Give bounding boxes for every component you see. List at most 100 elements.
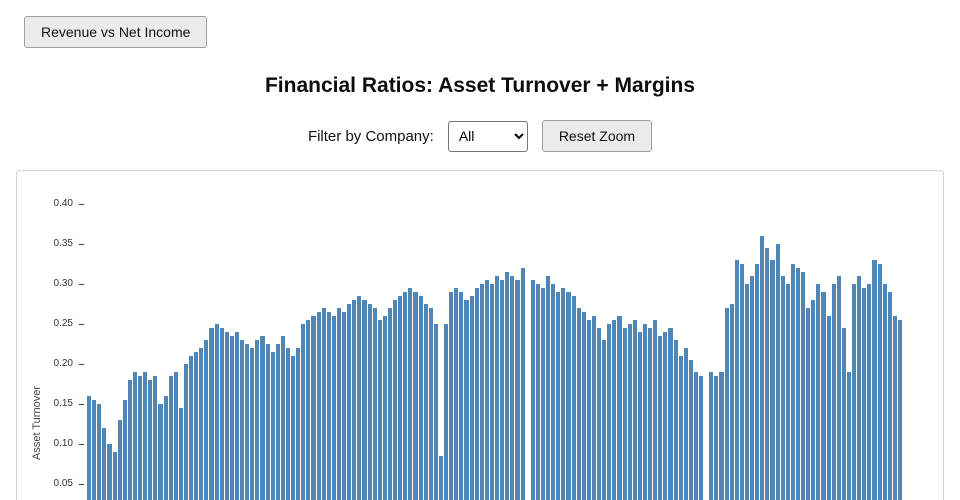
chart-panel: Asset Turnover 0.40 0.35 0.30 0.25 0.20 0.15 0… bbox=[16, 170, 944, 500]
bar bbox=[444, 324, 449, 500]
bar bbox=[132, 372, 138, 500]
bar bbox=[178, 408, 183, 500]
bar bbox=[428, 308, 433, 500]
bar bbox=[87, 396, 92, 500]
bar bbox=[291, 356, 296, 500]
bar bbox=[632, 320, 637, 500]
bar bbox=[877, 264, 882, 500]
bar bbox=[459, 292, 464, 500]
bar bbox=[260, 336, 265, 500]
bar bbox=[245, 344, 250, 500]
y-tick-mark bbox=[79, 204, 84, 205]
topbar: Revenue vs Net Income bbox=[0, 0, 960, 48]
bar bbox=[811, 300, 816, 500]
bar bbox=[199, 348, 204, 500]
page-title: Financial Ratios: Asset Turnover + Margi… bbox=[264, 74, 696, 97]
bar bbox=[495, 276, 500, 500]
bar bbox=[806, 308, 811, 500]
bar bbox=[393, 300, 398, 500]
bar bbox=[362, 300, 367, 500]
bar bbox=[546, 276, 551, 500]
bar bbox=[566, 292, 571, 500]
bar bbox=[816, 284, 821, 500]
bar bbox=[255, 340, 260, 500]
bar bbox=[591, 316, 597, 500]
bar bbox=[678, 356, 683, 500]
bar bbox=[668, 328, 673, 500]
bar bbox=[433, 324, 438, 500]
bar bbox=[734, 260, 739, 500]
bar bbox=[653, 320, 658, 500]
bar bbox=[296, 348, 301, 500]
bar bbox=[403, 292, 408, 500]
bar bbox=[357, 296, 362, 500]
bar bbox=[143, 372, 148, 500]
bar bbox=[597, 328, 602, 500]
bar bbox=[561, 288, 566, 500]
bar bbox=[852, 284, 857, 500]
y-tick-label: 0.15 bbox=[53, 398, 73, 409]
bar bbox=[464, 300, 469, 500]
bar bbox=[316, 312, 321, 500]
bar bbox=[571, 296, 576, 500]
bar bbox=[479, 284, 484, 500]
bar bbox=[500, 280, 505, 500]
bar bbox=[841, 328, 846, 500]
bar bbox=[418, 296, 423, 500]
bar bbox=[510, 276, 515, 500]
bar bbox=[846, 372, 852, 500]
bar bbox=[836, 276, 841, 500]
bar bbox=[449, 292, 454, 500]
bar bbox=[693, 372, 699, 500]
bar bbox=[311, 316, 316, 500]
bar bbox=[214, 324, 219, 500]
bar bbox=[607, 324, 612, 500]
bar bbox=[892, 316, 897, 500]
bar bbox=[755, 264, 760, 500]
bar bbox=[270, 352, 275, 500]
bar bbox=[285, 348, 291, 500]
bar bbox=[530, 280, 535, 500]
bar bbox=[413, 292, 418, 500]
bar bbox=[540, 288, 546, 500]
bar bbox=[382, 316, 387, 500]
bar bbox=[326, 312, 331, 500]
bar bbox=[576, 308, 581, 500]
bar bbox=[673, 340, 678, 500]
reset-zoom-button[interactable]: Reset Zoom bbox=[541, 120, 653, 152]
bar bbox=[484, 280, 489, 500]
bar bbox=[469, 296, 474, 500]
y-tick-mark bbox=[79, 364, 84, 365]
bar bbox=[857, 276, 862, 500]
bar bbox=[122, 400, 127, 500]
bar bbox=[107, 444, 112, 500]
bar bbox=[240, 340, 245, 500]
bar bbox=[862, 288, 867, 500]
bar bbox=[719, 372, 724, 500]
bar bbox=[683, 348, 688, 500]
bar bbox=[724, 308, 729, 500]
bar bbox=[505, 272, 510, 500]
bar bbox=[897, 320, 903, 500]
company-filter-select[interactable]: All bbox=[447, 120, 528, 152]
bar bbox=[173, 372, 178, 500]
bar bbox=[663, 332, 668, 500]
bar bbox=[438, 456, 444, 500]
bar bbox=[790, 264, 795, 500]
bar bbox=[112, 452, 117, 500]
bar bbox=[520, 268, 525, 500]
bar bbox=[551, 284, 556, 500]
revenue-net-income-button[interactable]: Revenue vs Net Income bbox=[24, 16, 208, 48]
bar bbox=[189, 356, 194, 500]
bar bbox=[234, 332, 240, 500]
bar bbox=[204, 340, 209, 500]
bar bbox=[801, 272, 806, 500]
bar bbox=[535, 284, 540, 500]
y-tick-mark bbox=[79, 444, 84, 445]
bar bbox=[688, 360, 693, 500]
bar bbox=[306, 320, 311, 500]
bar bbox=[224, 332, 229, 500]
filter-label: Filter by Company: bbox=[307, 127, 434, 145]
bar bbox=[209, 328, 214, 500]
y-tick-mark bbox=[79, 244, 84, 245]
